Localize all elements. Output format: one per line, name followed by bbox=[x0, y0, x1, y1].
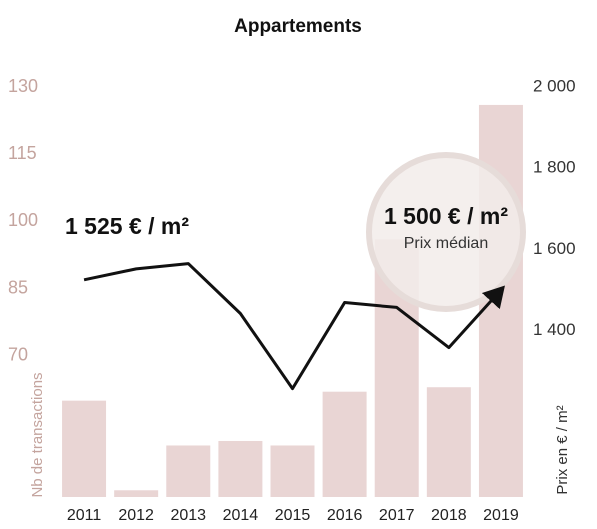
y-tick-label: 115 bbox=[8, 143, 37, 163]
y2-axis-title: Prix en € / m² bbox=[554, 405, 571, 494]
annotation: Prix médian bbox=[404, 235, 488, 252]
highlight-circle bbox=[366, 152, 526, 312]
x-tick-label: 2017 bbox=[379, 507, 415, 524]
y-tick-label: 85 bbox=[8, 277, 28, 297]
bar bbox=[166, 445, 211, 497]
x-tick-label: 2018 bbox=[431, 507, 467, 524]
x-tick-label: 2014 bbox=[223, 507, 259, 524]
y2-tick-label: 2 000 bbox=[533, 76, 576, 95]
y-tick-label: 100 bbox=[8, 210, 38, 230]
y2-tick-label: 1 800 bbox=[533, 158, 576, 177]
bar bbox=[114, 490, 159, 497]
y-tick-label: 130 bbox=[8, 76, 38, 96]
chart-title: Appartements bbox=[234, 16, 362, 37]
line bbox=[83, 262, 505, 391]
bar bbox=[426, 387, 471, 497]
value-label: 1 500 € / m² bbox=[384, 203, 508, 229]
x-tick-label: 2013 bbox=[170, 507, 206, 524]
value-label: 1 525 € / m² bbox=[65, 213, 189, 239]
x-tick-label: 2019 bbox=[483, 507, 519, 524]
bar bbox=[270, 445, 315, 497]
x-tick-label: 2011 bbox=[67, 507, 102, 524]
y-axis-title: Nb de transactions bbox=[29, 372, 46, 497]
bar bbox=[62, 400, 107, 497]
y-tick-label: 70 bbox=[8, 345, 28, 365]
x-tick-label: 2015 bbox=[275, 507, 311, 524]
foreground: 70 85 100 115 130 1 400 1 600 1 800 2 000 2011 201… bbox=[8, 76, 576, 524]
bar bbox=[218, 440, 263, 497]
x-tick-label: 2016 bbox=[327, 507, 363, 524]
y2-tick-label: 1 600 bbox=[533, 239, 576, 258]
x-tick-label: 2012 bbox=[118, 507, 154, 524]
y2-tick-label: 1 400 bbox=[533, 320, 576, 339]
bar bbox=[322, 391, 367, 497]
